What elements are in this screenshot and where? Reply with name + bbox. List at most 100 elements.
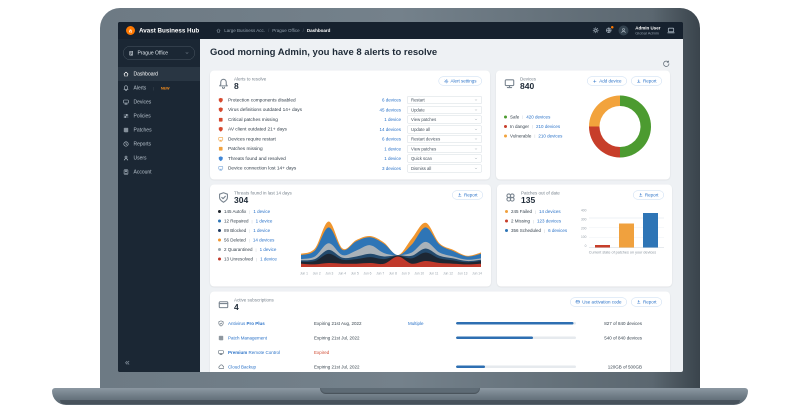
legend-devices-link[interactable]: 420 devices bbox=[526, 114, 551, 120]
plus-icon bbox=[593, 79, 597, 83]
add-device-button[interactable]: Add device bbox=[587, 76, 627, 86]
app-logo[interactable]: a Avast Business Hub bbox=[126, 26, 199, 35]
sidebar-item-policies[interactable]: Policies bbox=[118, 109, 200, 123]
subscription-multiple-link[interactable]: Multiple bbox=[408, 320, 424, 326]
threats-report-button[interactable]: Report bbox=[451, 190, 483, 200]
legend-item: 13 Unresolved | 1 device bbox=[218, 257, 299, 262]
chev-icon bbox=[474, 158, 478, 160]
legend-item: In danger | 210 devices bbox=[504, 124, 562, 129]
sidebar-item-dashboard[interactable]: Dashboard bbox=[118, 67, 200, 81]
sidebar-item-users[interactable]: Users bbox=[118, 151, 200, 165]
devices-icon[interactable] bbox=[667, 26, 675, 34]
alert-devices-link[interactable]: 6 devices bbox=[381, 97, 401, 103]
devices-report-button[interactable]: Report bbox=[630, 76, 662, 86]
subscription-name-link[interactable]: Antivirus Pro Plus bbox=[228, 320, 265, 326]
gear-icon bbox=[593, 27, 599, 34]
legend-devices-link[interactable]: 1 device bbox=[253, 209, 271, 215]
screen: a Avast Business Hub Large Business Acc.… bbox=[118, 22, 683, 372]
brand-title: Avast Business Hub bbox=[139, 27, 200, 34]
avast-logo-icon: a bbox=[126, 26, 135, 35]
settings-icon[interactable] bbox=[593, 27, 600, 34]
legend-item: 56 Deleted | 14 devices bbox=[218, 238, 299, 243]
legend-devices-link[interactable]: 210 devices bbox=[536, 123, 561, 129]
page-title: Good morning Admin, you have 8 alerts to… bbox=[210, 47, 438, 58]
home-icon bbox=[123, 71, 129, 77]
subscription-name-link[interactable]: Premium Remote Control bbox=[228, 349, 281, 355]
idcard-icon bbox=[123, 169, 129, 175]
legend-devices-link[interactable]: 14 devices bbox=[252, 237, 275, 243]
download-icon bbox=[458, 193, 462, 197]
alert-devices-link[interactable]: 1 device bbox=[384, 156, 401, 162]
subscription-expiry: Expiring 21st Jul, 2022 bbox=[314, 335, 360, 341]
breadcrumb-current: Dashboard bbox=[306, 28, 331, 33]
legend-dot bbox=[218, 238, 221, 242]
subscription-progress bbox=[456, 365, 576, 369]
legend-devices-link[interactable]: 6 devices bbox=[548, 228, 568, 234]
user-menu[interactable]: Admin User Global Admin bbox=[635, 25, 660, 35]
alert-action-select[interactable]: Dismiss all bbox=[407, 164, 482, 173]
breadcrumb-account[interactable]: Large Business Acc. bbox=[224, 28, 265, 33]
legend-devices-link[interactable]: 14 devices bbox=[539, 209, 561, 215]
alert-settings-button[interactable]: Alert settings bbox=[438, 76, 482, 86]
square-icon bbox=[218, 117, 223, 122]
subscription-name-link[interactable]: Cloud Backup bbox=[228, 364, 257, 370]
legend-devices-link[interactable]: 123 devices bbox=[537, 218, 562, 224]
refresh-button[interactable] bbox=[663, 60, 671, 68]
subscription-name-link[interactable]: Patch Management bbox=[228, 335, 268, 341]
alert-action-select[interactable]: View patches bbox=[407, 115, 482, 124]
legend-devices-link[interactable]: 1 device bbox=[255, 218, 273, 224]
chev-icon bbox=[474, 138, 478, 140]
org-selector[interactable]: Prague Office bbox=[123, 46, 195, 60]
new-badge: NEW bbox=[160, 85, 170, 91]
patches-bar-chart: 400 300 200 100 0 Current state of patches o… bbox=[581, 209, 664, 256]
sidebar-item-alerts[interactable]: Alerts | NEW bbox=[118, 81, 200, 95]
subscriptions-card-label: Active subscriptions bbox=[234, 297, 274, 303]
top-bar: a Avast Business Hub Large Business Acc.… bbox=[118, 22, 683, 39]
avatar[interactable] bbox=[618, 25, 629, 36]
legend-devices-link[interactable]: 1 device bbox=[253, 228, 271, 234]
download-icon bbox=[637, 79, 641, 83]
alert-devices-link[interactable]: 1 device bbox=[384, 146, 401, 152]
alert-devices-link[interactable]: 6 devices bbox=[381, 136, 401, 142]
sidebar-item-devices[interactable]: Devices bbox=[118, 95, 200, 109]
user-icon bbox=[123, 155, 129, 161]
use-activation-code-button[interactable]: Use activation code bbox=[570, 297, 627, 307]
legend-dot bbox=[504, 134, 507, 138]
collapse-sidebar-button[interactable] bbox=[123, 359, 195, 368]
download-icon bbox=[639, 193, 643, 197]
alert-label: Critical patches missing bbox=[228, 116, 278, 123]
subscriptions-card: Active subscriptions 4 Use activation co… bbox=[210, 291, 670, 372]
shield-icon bbox=[218, 97, 223, 103]
patches-report-button[interactable]: Report bbox=[632, 190, 664, 200]
chev-icon bbox=[185, 52, 189, 54]
alert-row: Virus definitions outdated 14+ days 45 de… bbox=[218, 105, 482, 115]
notifications-icon[interactable] bbox=[606, 26, 614, 34]
sidebar-item-reports[interactable]: Reports bbox=[118, 137, 200, 151]
alert-action-select[interactable]: View patches bbox=[407, 144, 482, 153]
alert-devices-link[interactable]: 45 devices bbox=[379, 107, 401, 113]
legend-devices-link[interactable]: 210 devices bbox=[538, 133, 563, 139]
main-content: Good morning Admin, you have 8 alerts to… bbox=[200, 39, 683, 372]
laptop-screen-frame: a Avast Business Hub Large Business Acc.… bbox=[100, 8, 700, 388]
patches-count: 135 bbox=[521, 195, 536, 205]
sidebar-menu: Dashboard Alerts | NEW Devices Policies Patche… bbox=[118, 67, 200, 179]
alert-action-select[interactable]: Restart bbox=[407, 96, 482, 105]
legend-devices-link[interactable]: 1 device bbox=[260, 256, 277, 262]
breadcrumb-site[interactable]: Prague Office bbox=[272, 28, 300, 33]
sidebar-item-patches[interactable]: Patches bbox=[118, 123, 200, 137]
alert-label: Threats found and resolved bbox=[228, 155, 286, 162]
alert-devices-link[interactable]: 1 device bbox=[384, 117, 401, 123]
alert-action-select[interactable]: Quick scan bbox=[407, 154, 482, 163]
legend-devices-link[interactable]: 1 device bbox=[259, 247, 277, 253]
alert-action-select[interactable]: Restart devices bbox=[407, 135, 482, 144]
alert-devices-link[interactable]: 3 devices bbox=[381, 165, 401, 171]
subscriptions-report-button[interactable]: Report bbox=[630, 297, 662, 307]
alerts-count: 8 bbox=[234, 81, 239, 92]
sidebar-item-account[interactable]: Account bbox=[118, 165, 200, 179]
globe-icon bbox=[606, 27, 613, 34]
alert-devices-link[interactable]: 14 devices bbox=[379, 126, 401, 132]
alert-action-select[interactable]: Update all bbox=[407, 125, 482, 134]
alert-label: Devices require restart bbox=[228, 136, 276, 142]
threats-card: Threats found in last 14 days 304 Report bbox=[210, 184, 491, 287]
alert-action-select[interactable]: Update bbox=[407, 105, 482, 114]
